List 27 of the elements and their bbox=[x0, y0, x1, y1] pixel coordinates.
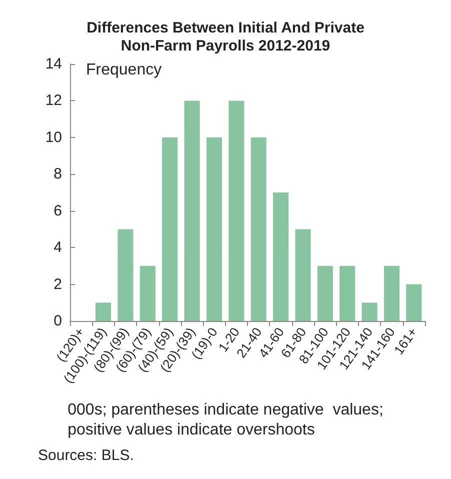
bar bbox=[362, 302, 378, 321]
bar bbox=[250, 137, 266, 321]
bar bbox=[317, 266, 333, 321]
bar bbox=[340, 266, 356, 321]
y-tick-label: 6 bbox=[54, 202, 62, 220]
bar bbox=[140, 266, 156, 321]
y-tick-label: 12 bbox=[45, 92, 62, 110]
bar bbox=[228, 100, 244, 321]
source-note: Sources: BLS. bbox=[38, 447, 134, 464]
bar bbox=[295, 229, 311, 321]
y-tick-label: 2 bbox=[54, 276, 62, 293]
y-tick-label: 0 bbox=[54, 312, 62, 330]
y-tick-label: 8 bbox=[54, 166, 62, 183]
text: 000s; parentheses indicate negative values; positive values indicate overshoots bbox=[68, 402, 384, 438]
y-tick-label: 14 bbox=[45, 56, 62, 72]
bar bbox=[96, 302, 112, 321]
y-axis-title: Frequency bbox=[86, 62, 162, 78]
y-tick-label: 4 bbox=[54, 239, 62, 256]
bar bbox=[406, 284, 422, 321]
bar bbox=[118, 229, 134, 321]
bar bbox=[273, 192, 289, 321]
bar bbox=[384, 266, 400, 321]
bar bbox=[184, 100, 200, 321]
bar bbox=[206, 137, 222, 321]
bar bbox=[162, 137, 178, 321]
chart-title: Differences Between Initial And Private Non-Farm Payrolls 2012-2019 bbox=[86, 20, 364, 54]
y-tick-label: 10 bbox=[45, 128, 62, 146]
